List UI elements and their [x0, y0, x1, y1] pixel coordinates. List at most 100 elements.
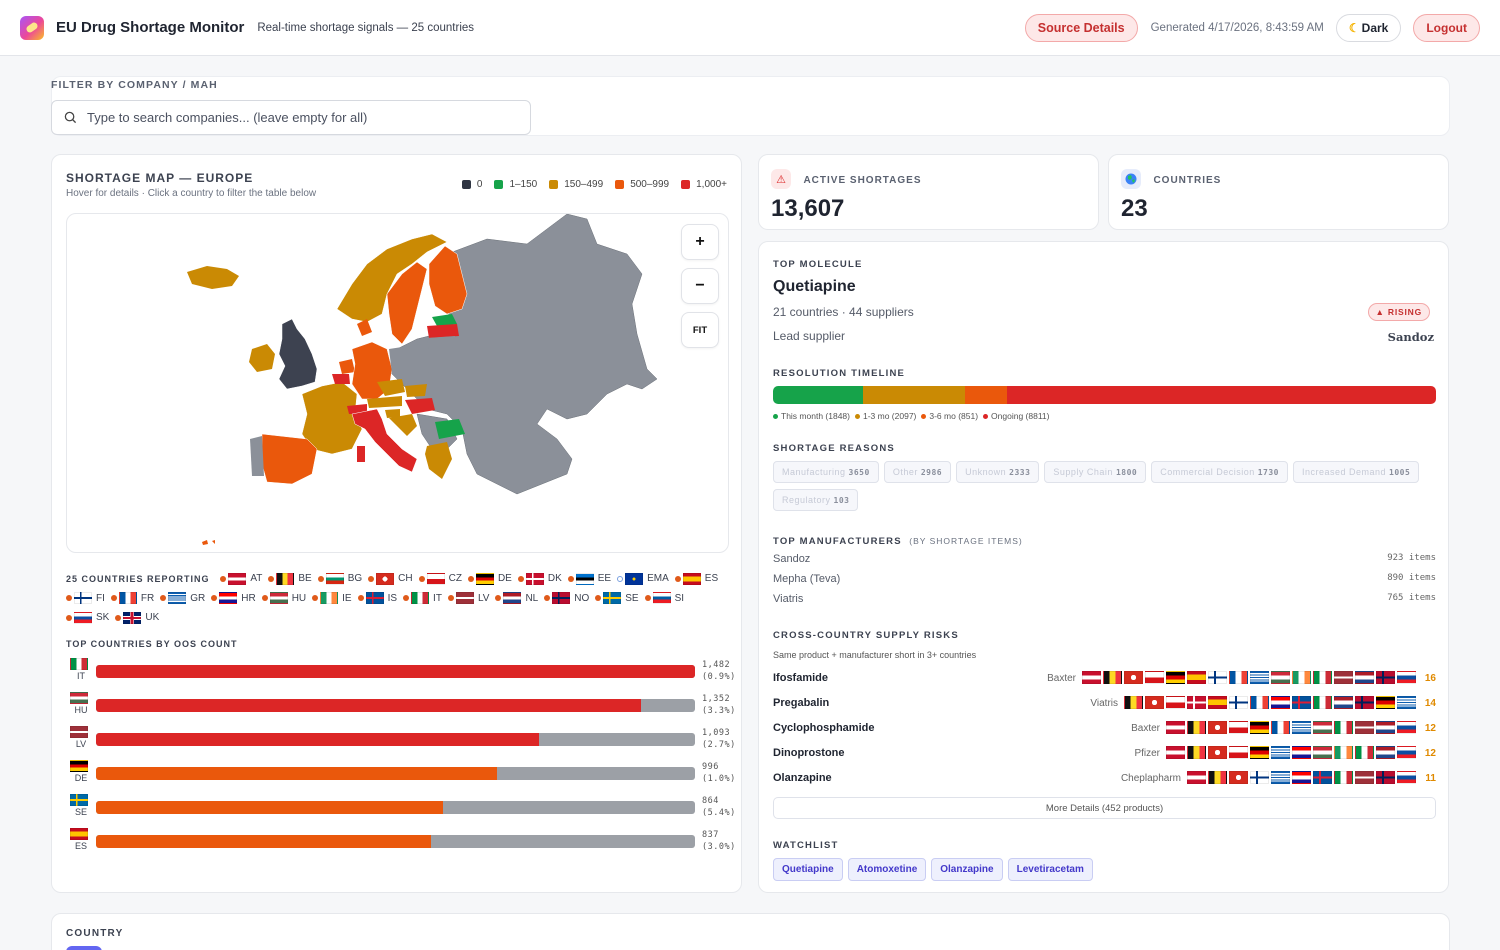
map-country-no[interactable] — [336, 233, 448, 323]
flag-fi-icon — [1250, 771, 1269, 785]
flag-nl-icon — [1376, 721, 1395, 735]
map-country-is[interactable] — [187, 266, 239, 289]
map-country-gr[interactable] — [425, 442, 452, 479]
dark-mode-button[interactable]: ☾ Dark — [1335, 13, 1402, 42]
europe-map[interactable]: + − FIT — [66, 213, 729, 553]
reporting-country-no[interactable]: NO — [544, 589, 589, 608]
moon-icon: ☾ — [1348, 20, 1360, 35]
map-country-lt[interactable] — [427, 336, 455, 349]
map-country-dk[interactable] — [357, 319, 372, 336]
reporting-country-bg[interactable]: BG — [317, 569, 362, 588]
resolution-timeline-legend: This month (1848) 1-3 mo (2097) 3-6 mo (85… — [773, 411, 1054, 421]
map-country-hr[interactable] — [389, 414, 417, 436]
reason-chip[interactable]: Other 2986 — [883, 461, 952, 483]
country-chip-all[interactable] — [66, 946, 102, 950]
reporting-country-ema[interactable]: EMA — [617, 569, 669, 588]
reporting-country-fr[interactable]: FR — [110, 589, 154, 608]
watchlist-chip[interactable]: Olanzapine — [931, 858, 1003, 881]
reason-chip[interactable]: Regulatory 103 — [773, 489, 859, 511]
reporting-country-ie[interactable]: IE — [312, 589, 352, 608]
map-country-es[interactable] — [261, 433, 318, 485]
reporting-country-dk[interactable]: DK — [517, 569, 562, 588]
map-country-ie[interactable] — [249, 344, 275, 372]
reporting-country-be[interactable]: BE — [268, 569, 312, 588]
reason-chip[interactable]: Commercial Decision 1730 — [1151, 461, 1288, 483]
manufacturer-row[interactable]: Sandoz 923 items — [773, 553, 1436, 565]
search-icon — [64, 111, 77, 124]
zoom-out-button[interactable]: − — [681, 268, 719, 304]
top-country-row[interactable]: LV 1,093 (2.7%) — [66, 723, 746, 757]
map-country-sk[interactable] — [405, 384, 427, 397]
logout-button[interactable]: Logout — [1413, 13, 1480, 42]
supply-risk-row[interactable]: Olanzapine Cheplapharm 11 — [773, 771, 1436, 785]
map-country-pt[interactable] — [250, 436, 264, 476]
reporting-country-ee[interactable]: EE — [567, 569, 611, 588]
manufacturer-row[interactable]: Viatris 765 items — [773, 593, 1436, 605]
map-country-cz[interactable] — [377, 379, 405, 396]
map-subtitle: Hover for details · Click a country to f… — [66, 188, 317, 199]
source-details-button[interactable]: Source Details — [1024, 13, 1138, 42]
supply-risk-row[interactable]: Ifosfamide Baxter 16 — [773, 671, 1436, 685]
reporting-country-se[interactable]: SE — [595, 589, 639, 608]
map-country-be[interactable] — [332, 374, 350, 384]
flag-ie-icon — [1334, 746, 1353, 760]
reporting-country-hu[interactable]: HU — [261, 589, 306, 608]
reporting-country-cz[interactable]: CZ — [418, 569, 462, 588]
fit-button[interactable]: FIT — [681, 312, 719, 348]
top-country-row[interactable]: IT 1,482 (0.9%) — [66, 655, 746, 689]
watchlist-chip[interactable]: Quetiapine — [773, 858, 843, 881]
reason-chip[interactable]: Manufacturing 3650 — [773, 461, 879, 483]
map-country-uk[interactable] — [278, 318, 318, 390]
more-details-button[interactable]: More Details (452 products) — [773, 797, 1436, 819]
map-country-pl[interactable] — [389, 344, 432, 384]
supply-risk-row[interactable]: Cyclophosphamide Baxter 12 — [773, 721, 1436, 735]
map-country-si[interactable] — [385, 409, 400, 418]
map-country-lv[interactable] — [427, 324, 459, 338]
reporting-country-it[interactable]: IT — [403, 589, 442, 608]
company-search[interactable] — [51, 100, 531, 135]
reporting-country-es[interactable]: ES — [674, 569, 718, 588]
reason-chip[interactable]: Increased Demand 1005 — [1293, 461, 1420, 483]
reporting-country-de[interactable]: DE — [467, 569, 512, 588]
legend-item: 0 — [461, 179, 482, 190]
manufacturer-row[interactable]: Mepha (Teva) 890 items — [773, 573, 1436, 585]
reporting-country-si[interactable]: SI — [644, 589, 684, 608]
flag-is-icon — [1292, 696, 1311, 710]
map-country-it-sardinia[interactable] — [357, 446, 365, 462]
company-search-input[interactable] — [87, 110, 507, 125]
map-country-hu[interactable] — [405, 398, 435, 414]
supply-risk-row[interactable]: Pregabalin Viatris 14 — [773, 696, 1436, 710]
europe-map-svg[interactable] — [67, 214, 729, 553]
map-country-ch[interactable] — [347, 404, 367, 414]
top-country-row[interactable]: SE 864 (5.4%) — [66, 791, 746, 825]
map-country-it[interactable] — [351, 408, 418, 473]
flag-lv-icon — [1355, 771, 1374, 785]
map-country-bg[interactable] — [435, 419, 465, 439]
reporting-country-gr[interactable]: GR — [160, 589, 205, 608]
reporting-country-at[interactable]: AT — [220, 569, 262, 588]
status-dot — [418, 575, 425, 582]
top-country-row[interactable]: DE 996 (1.0%) — [66, 757, 746, 791]
reporting-country-nl[interactable]: NL — [495, 589, 538, 608]
reporting-country-sk[interactable]: SK — [66, 608, 109, 627]
reason-chip[interactable]: Supply Chain 1800 — [1044, 461, 1147, 483]
reporting-country-lv[interactable]: LV — [447, 589, 489, 608]
reporting-country-is[interactable]: IS — [357, 589, 397, 608]
map-country-at[interactable] — [367, 396, 402, 408]
reporting-country-uk[interactable]: UK — [115, 608, 159, 627]
zoom-in-button[interactable]: + — [681, 224, 719, 260]
top-country-row[interactable]: ES 837 (3.0%) — [66, 825, 746, 859]
map-country-ee[interactable] — [432, 314, 457, 326]
top-countries-title: TOP COUNTRIES BY OOS COUNT — [66, 639, 238, 649]
map-country-se[interactable] — [386, 261, 428, 345]
reason-chip[interactable]: Unknown 2333 — [956, 461, 1040, 483]
reporting-country-fi[interactable]: FI — [66, 589, 105, 608]
top-country-row[interactable]: HU 1,352 (3.3%) — [66, 689, 746, 723]
map-country-fi[interactable] — [428, 245, 468, 315]
reporting-country-ch[interactable]: CH — [368, 569, 413, 588]
watchlist-chip[interactable]: Levetiracetam — [1007, 858, 1093, 881]
supply-risk-row[interactable]: Dinoprostone Pfizer 12 — [773, 746, 1436, 760]
reporting-country-hr[interactable]: HR — [211, 589, 256, 608]
watchlist-chip[interactable]: Atomoxetine — [847, 858, 927, 881]
map-country-nl[interactable] — [339, 359, 355, 374]
